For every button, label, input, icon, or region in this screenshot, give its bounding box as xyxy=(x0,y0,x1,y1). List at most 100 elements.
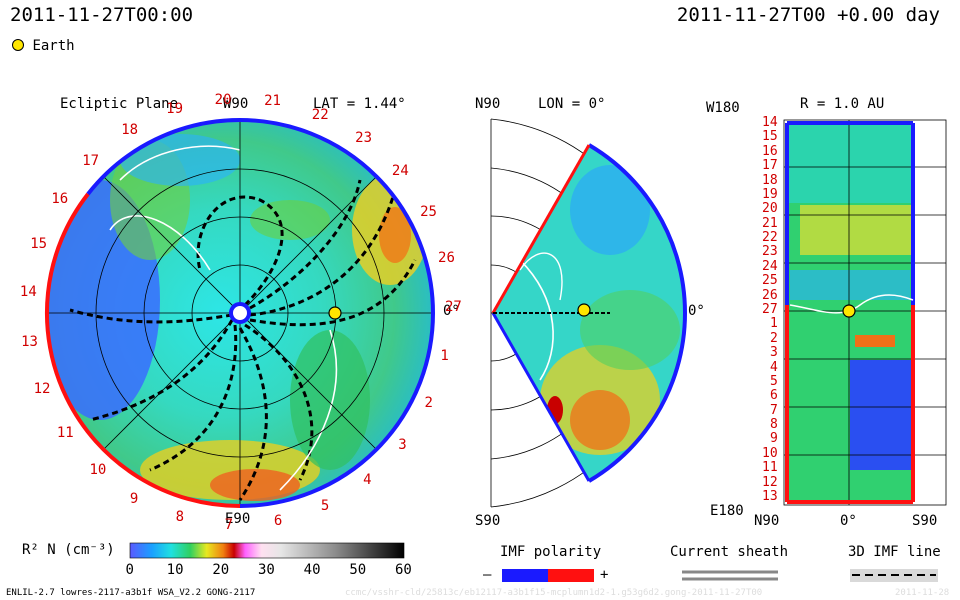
synoptic-panel xyxy=(783,119,947,506)
carrington-label: 10 xyxy=(89,462,107,479)
synoptic-y-label: 2 xyxy=(770,330,778,346)
meridional-top-label: N90 xyxy=(475,96,501,112)
ecliptic-title: Ecliptic Plane xyxy=(60,96,179,112)
synoptic-top-left: W180 xyxy=(706,100,740,116)
ecliptic-border-negative xyxy=(239,118,435,508)
meridional-right-label: 0° xyxy=(688,303,705,319)
carrington-label: 22 xyxy=(311,106,329,123)
carrington-label: 21 xyxy=(264,93,281,110)
synoptic-x-label-n90: N90 xyxy=(754,513,780,529)
carrington-label: 13 xyxy=(21,333,38,350)
synoptic-y-label: 8 xyxy=(770,417,778,433)
colorbar-tick-label: 40 xyxy=(303,562,321,578)
carrington-label: 26 xyxy=(438,250,455,267)
synoptic-y-label: 23 xyxy=(762,244,778,260)
carrington-label: 25 xyxy=(420,204,437,220)
synoptic-y-label: 19 xyxy=(762,186,778,202)
synoptic-y-label: 20 xyxy=(762,201,778,217)
synoptic-y-label: 15 xyxy=(762,129,778,145)
carrington-label: 5 xyxy=(320,497,330,514)
meridional-plane-panel xyxy=(490,118,687,508)
carrington-label: 1 xyxy=(440,348,449,365)
carrington-label: 4 xyxy=(363,471,372,488)
colorbar-tick-label: 20 xyxy=(212,562,230,578)
footer-model-info: ENLIL-2.7 lowres-2117-a3b1f WSA_V2.2 GON… xyxy=(6,588,256,598)
colorbar-label: R² N (cm⁻³) xyxy=(22,542,115,558)
ecliptic-border-positive xyxy=(44,192,241,508)
carrington-label: 6 xyxy=(273,512,283,529)
carrington-label: 8 xyxy=(175,509,185,526)
synoptic-y-label: 26 xyxy=(762,287,778,303)
carrington-label: 16 xyxy=(51,191,69,208)
earth-marker-synoptic xyxy=(842,304,856,318)
sun-marker xyxy=(229,302,251,324)
carrington-label: 18 xyxy=(121,122,139,139)
synoptic-x-label-0: 0° xyxy=(840,513,857,529)
carrington-label: 15 xyxy=(30,235,48,252)
ecliptic-density-features xyxy=(47,134,428,501)
carrington-label: 9 xyxy=(129,490,139,507)
footer-run-path: ccmc/vsshr-cld/25813c/eb12117-a3b1f15-mc… xyxy=(345,588,763,598)
synoptic-y-label: 4 xyxy=(770,359,778,375)
synoptic-y-label: 13 xyxy=(762,489,778,504)
carrington-label: 19 xyxy=(166,101,184,118)
ecliptic-top-label: W90 xyxy=(223,96,249,112)
carrington-label: 24 xyxy=(391,163,409,180)
carrington-label: 20 xyxy=(214,91,232,108)
polarity-plus-label: + xyxy=(600,567,609,583)
synoptic-y-label: 25 xyxy=(762,273,778,289)
synoptic-y-label: 18 xyxy=(762,172,778,188)
synoptic-y-label: 10 xyxy=(762,445,778,461)
synoptic-y-label: 12 xyxy=(762,474,778,490)
colorbar-tick-label: 10 xyxy=(166,562,184,578)
colorbar-tick-label: 0 xyxy=(125,562,134,578)
carrington-label: 2 xyxy=(424,395,433,412)
carrington-label: 11 xyxy=(56,425,74,442)
carrington-label: 27 xyxy=(444,299,462,316)
synoptic-y-label: 11 xyxy=(762,460,778,476)
synoptic-y-label: 24 xyxy=(762,258,778,274)
carrington-label: 17 xyxy=(82,152,100,169)
imf-line-label: 3D IMF line xyxy=(848,544,941,560)
synoptic-bottom-left: E180 xyxy=(710,503,744,519)
ecliptic-right-label: 0° xyxy=(443,303,460,319)
colorbar-tick-label: 30 xyxy=(258,562,275,578)
earth-legend-label: Earth xyxy=(32,38,75,54)
current-sheath-label: Current sheath xyxy=(670,544,789,560)
carrington-label: 7 xyxy=(224,516,233,533)
synoptic-y-label: 27 xyxy=(762,302,778,317)
synoptic-y-label: 21 xyxy=(762,215,778,231)
synoptic-y-label: 1 xyxy=(770,316,778,332)
synoptic-y-label: 3 xyxy=(770,345,778,361)
synoptic-y-label: 9 xyxy=(770,431,778,447)
polarity-negative-swatch xyxy=(502,569,548,582)
synoptic-y-label: 16 xyxy=(762,143,778,159)
synoptic-y-label: 14 xyxy=(762,115,778,130)
carrington-label: 12 xyxy=(33,381,51,398)
carrington-label: 14 xyxy=(19,284,37,301)
polarity-minus-label: – xyxy=(483,567,492,583)
earth-marker-ecliptic xyxy=(328,306,342,320)
synoptic-y-label: 5 xyxy=(770,373,778,389)
earth-marker-icon xyxy=(12,39,24,51)
meridional-bottom-label: S90 xyxy=(475,513,501,529)
carrington-label: 23 xyxy=(355,130,373,147)
synoptic-y-label: 17 xyxy=(762,158,778,174)
colorbar-tick-label: 50 xyxy=(349,562,367,578)
ecliptic-plane-panel xyxy=(44,118,435,508)
synoptic-y-label: 6 xyxy=(770,388,778,404)
colorbar xyxy=(129,542,405,559)
synoptic-x-label-s90: S90 xyxy=(912,513,938,529)
colorbar-tick-label: 60 xyxy=(395,562,412,578)
left-timestamp: 2011-11-27T00:00 xyxy=(10,4,194,26)
synoptic-title: R = 1.0 AU xyxy=(800,96,885,112)
lon-label: LON = 0° xyxy=(538,96,606,112)
synoptic-y-label: 22 xyxy=(762,230,778,246)
earth-marker-meridional xyxy=(577,303,591,317)
carrington-label: 3 xyxy=(398,437,407,454)
imf-polarity-label: IMF polarity xyxy=(500,544,602,560)
imf-line-swatch xyxy=(850,569,938,582)
polarity-positive-swatch xyxy=(548,569,594,582)
current-sheath-swatch xyxy=(682,570,778,581)
